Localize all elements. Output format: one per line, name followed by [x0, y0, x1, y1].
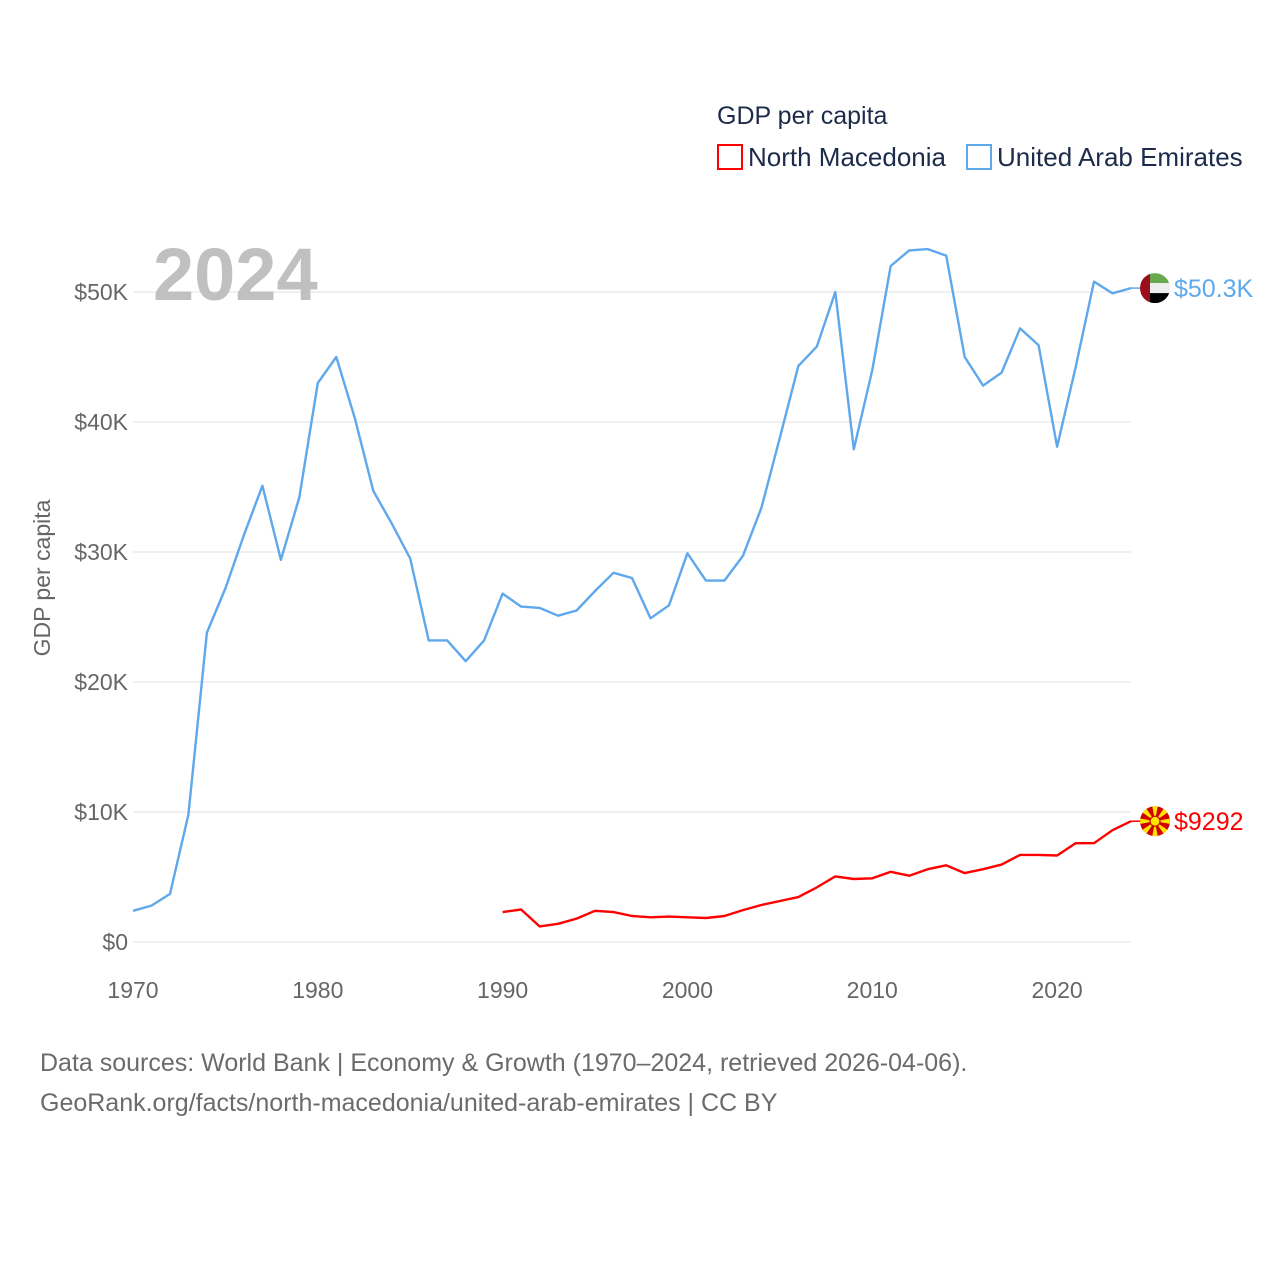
legend-title: GDP per capita [717, 102, 888, 130]
attribution-link[interactable]: GeoRank.org/facts/north-macedonia/united… [40, 1089, 778, 1117]
x-tick-label: 1970 [107, 977, 158, 1003]
x-tick-label: 1990 [477, 977, 528, 1003]
legend-item-united-arab-emirates[interactable]: United Arab Emirates [966, 142, 1243, 172]
legend-swatch [717, 144, 743, 170]
end-value-label: $50.3K [1174, 275, 1254, 303]
series-line-north-macedonia[interactable] [502, 820, 1132, 928]
end-value-label: $9292 [1174, 808, 1244, 836]
legend-swatch [966, 144, 992, 170]
y-tick-label: $40K [74, 409, 128, 435]
y-tick-label: $30K [74, 539, 128, 565]
x-tick-label: 2020 [1031, 977, 1082, 1003]
series-line-united-arab-emirates[interactable] [132, 247, 1132, 912]
y-tick-label: $10K [74, 799, 128, 825]
y-axis-label: GDP per capita [29, 499, 55, 656]
x-tick-label: 2010 [847, 977, 898, 1003]
legend-label: North Macedonia [748, 142, 947, 172]
y-tick-label: $50K [74, 279, 128, 305]
uae-flag-icon [1140, 273, 1170, 304]
source-note: Data sources: World Bank | Economy & Gro… [40, 1043, 967, 1123]
y-tick-label: $20K [74, 669, 128, 695]
legend-label: United Arab Emirates [997, 142, 1243, 172]
source-line: Data sources: World Bank | Economy & Gro… [40, 1049, 968, 1077]
year-watermark: 2024 [153, 233, 318, 316]
y-tick-label: $0 [102, 929, 128, 955]
legend-item-north-macedonia[interactable]: North Macedonia [717, 142, 947, 172]
x-tick-label: 1980 [292, 977, 343, 1003]
x-tick-label: 2000 [662, 977, 713, 1003]
